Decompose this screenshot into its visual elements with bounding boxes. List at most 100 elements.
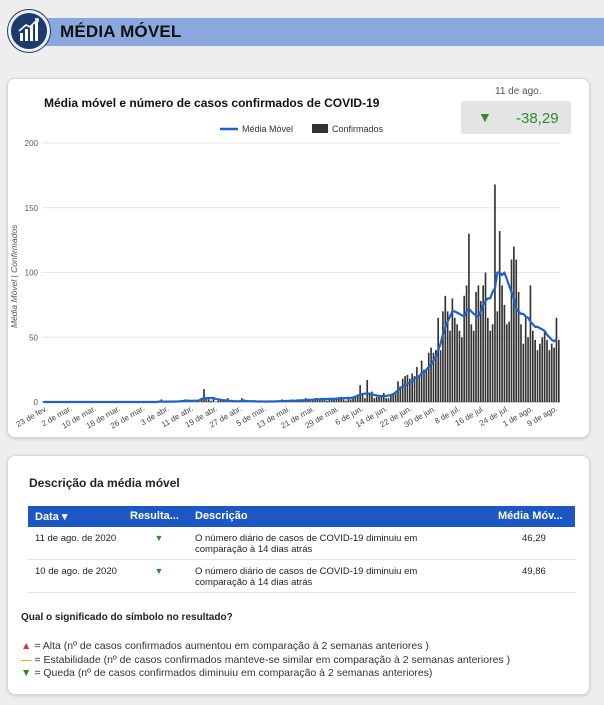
bar-confirmados bbox=[420, 360, 423, 402]
chart-title: Média móvel e número de casos confirmado… bbox=[44, 96, 380, 110]
bar-confirmados bbox=[482, 285, 484, 402]
bar-confirmados bbox=[387, 398, 390, 402]
bar-confirmados bbox=[392, 394, 395, 402]
legend-bar-swatch bbox=[312, 124, 328, 133]
y-tick-label: 200 bbox=[25, 139, 39, 148]
description-card bbox=[7, 455, 590, 695]
bar-confirmados bbox=[498, 231, 501, 402]
y-tick-label: 0 bbox=[34, 398, 39, 407]
bar-confirmados bbox=[472, 330, 475, 402]
table-row: 10 de ago. de 2020 ▼ O número diário de … bbox=[28, 560, 575, 593]
row-date: 10 de ago. de 2020 bbox=[35, 566, 117, 577]
table-row: 11 de ago. de 2020 ▼ O número diário de … bbox=[28, 527, 575, 560]
bar-confirmados bbox=[368, 394, 371, 402]
bar-confirmados bbox=[550, 343, 553, 402]
bar-confirmados bbox=[534, 339, 536, 402]
bar-confirmados bbox=[323, 399, 326, 402]
bar-confirmados bbox=[423, 369, 425, 402]
bar-confirmados bbox=[461, 337, 463, 402]
header-bar bbox=[30, 18, 604, 46]
bar-confirmados bbox=[378, 396, 380, 402]
bar-confirmados bbox=[427, 352, 430, 402]
bar-confirmados bbox=[416, 367, 418, 402]
symbol-text: = Queda (nº de casos confirmados diminui… bbox=[31, 667, 433, 679]
symbol-legend-title: Qual o significado do símbolo no resulta… bbox=[21, 612, 233, 623]
bar-confirmados bbox=[309, 400, 312, 402]
col-header-description[interactable]: Descrição bbox=[195, 510, 248, 522]
bar-confirmados bbox=[371, 391, 373, 402]
kpi-date: 11 de ago. bbox=[495, 86, 542, 97]
bar-confirmados bbox=[390, 394, 392, 402]
bar-confirmados bbox=[406, 374, 409, 402]
bar-confirmados bbox=[430, 347, 432, 402]
bar-confirmados bbox=[432, 352, 435, 402]
bar-confirmados bbox=[524, 317, 527, 402]
bar-confirmados bbox=[385, 398, 387, 402]
y-tick-label: 150 bbox=[25, 204, 39, 213]
bar-confirmados bbox=[442, 311, 444, 402]
bar-confirmados bbox=[475, 291, 477, 402]
symbol-text: = Estabilidade (nº de casos confirmados … bbox=[31, 654, 511, 666]
bar-confirmados bbox=[380, 395, 383, 402]
bar-confirmados bbox=[557, 339, 560, 402]
row-moving-avg: 46,29 bbox=[522, 533, 546, 544]
bar-confirmados bbox=[453, 317, 456, 402]
y-axis-label: Média Móvel | Confirmados bbox=[9, 224, 19, 328]
bar-confirmados bbox=[338, 398, 340, 402]
symbol-legend-up: ▲ = Alta (nº de casos confirmados aument… bbox=[21, 640, 429, 652]
bar-confirmados bbox=[517, 291, 520, 402]
bar-confirmados bbox=[451, 298, 454, 402]
bar-confirmados bbox=[319, 399, 321, 402]
bar-confirmados bbox=[543, 330, 546, 402]
bar-confirmados bbox=[539, 343, 541, 402]
bar-confirmados bbox=[217, 400, 220, 402]
bar-confirmados bbox=[477, 285, 480, 402]
page-title: MÉDIA MÓVEL bbox=[60, 22, 182, 41]
bar-confirmados bbox=[401, 378, 404, 402]
description-title: Descrição da média móvel bbox=[29, 476, 180, 490]
bar-confirmados bbox=[411, 373, 413, 402]
bar-confirmados bbox=[347, 396, 350, 402]
bar-confirmados bbox=[491, 324, 494, 402]
down-triangle-icon: ▼ bbox=[21, 667, 32, 679]
row-date: 11 de ago. de 2020 bbox=[35, 533, 117, 544]
y-tick-label: 50 bbox=[29, 333, 38, 342]
chart-legend: Média Móvel Confirmados bbox=[220, 124, 384, 134]
bar-confirmados bbox=[529, 285, 532, 402]
kpi-value: -38,29 bbox=[516, 110, 559, 127]
bar-confirmados bbox=[437, 317, 440, 402]
row-moving-avg: 49,86 bbox=[522, 566, 546, 577]
col-header-date[interactable]: Data ▾ bbox=[35, 511, 68, 523]
dash-icon: — bbox=[21, 654, 32, 666]
bar-confirmados bbox=[463, 295, 466, 402]
bar-confirmados bbox=[456, 324, 458, 402]
page-header: MÉDIA MÓVEL bbox=[0, 0, 604, 52]
bar-confirmados bbox=[302, 400, 305, 402]
bar-confirmados bbox=[394, 392, 397, 402]
symbol-legend-stable: — = Estabilidade (nº de casos confirmado… bbox=[21, 654, 510, 666]
bar-confirmados bbox=[404, 376, 406, 402]
bar-confirmados bbox=[200, 399, 203, 402]
symbol-text: = Alta (nº de casos confirmados aumentou… bbox=[31, 640, 429, 652]
symbol-legend-down: ▼ = Queda (nº de casos confirmados dimin… bbox=[21, 667, 432, 679]
bar-confirmados bbox=[536, 350, 539, 402]
bar-confirmados bbox=[210, 400, 212, 402]
table-header: Data ▾ Resulta... Descrição Média Móv... bbox=[28, 506, 575, 527]
bar-confirmados bbox=[434, 350, 437, 402]
kpi-box bbox=[461, 101, 571, 134]
bar-confirmados bbox=[399, 386, 402, 402]
bar-confirmados bbox=[501, 285, 503, 402]
bar-confirmados bbox=[479, 300, 482, 402]
line-media-movel bbox=[43, 271, 558, 404]
col-header-result[interactable]: Resulta... bbox=[130, 510, 179, 522]
bar-confirmados bbox=[413, 376, 416, 402]
bar-confirmados bbox=[458, 330, 461, 402]
bar-confirmados bbox=[361, 392, 364, 402]
row-description: O número diário de casos de COVID-19 dim… bbox=[195, 566, 418, 588]
bar-confirmados bbox=[527, 337, 529, 402]
y-tick-label: 100 bbox=[25, 269, 39, 278]
col-header-moving-avg[interactable]: Média Móv... bbox=[498, 510, 563, 522]
bar-confirmados bbox=[522, 343, 525, 402]
bar-confirmados bbox=[356, 396, 359, 402]
bar-confirmados bbox=[321, 399, 324, 402]
